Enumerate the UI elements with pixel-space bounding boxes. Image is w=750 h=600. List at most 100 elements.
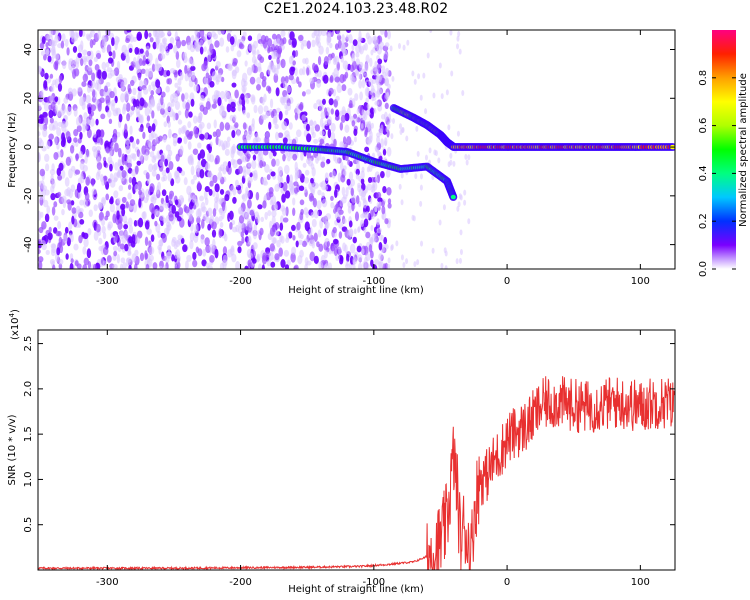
noise-blob <box>222 144 226 151</box>
noise-blob <box>121 196 127 203</box>
noise-blob <box>263 193 268 201</box>
noise-blob <box>203 76 209 85</box>
noise-blob <box>275 158 280 167</box>
noise-blob <box>234 179 239 188</box>
noise-blob <box>424 154 428 161</box>
noise-blob <box>360 170 365 180</box>
noise-blob <box>112 263 118 269</box>
noise-blob <box>97 168 101 177</box>
noise-blob <box>237 240 243 247</box>
noise-blob <box>277 173 282 183</box>
noise-blob <box>165 221 171 228</box>
noise-blob <box>41 221 47 230</box>
noise-blob <box>237 206 244 215</box>
noise-blob <box>70 258 74 264</box>
noise-blob <box>160 53 166 60</box>
noise-blob <box>212 174 218 184</box>
figure-title: C2E1.2024.103.23.48.R02 <box>263 1 449 17</box>
noise-blob <box>79 219 85 225</box>
noise-blob <box>183 177 188 186</box>
noise-blob <box>111 37 115 47</box>
noise-blob <box>184 108 189 119</box>
noise-blob <box>341 186 346 196</box>
noise-blob <box>81 96 86 106</box>
noise-blob <box>449 152 453 159</box>
noise-blob <box>127 192 132 200</box>
noise-blob <box>45 249 50 256</box>
noise-blob <box>177 110 182 116</box>
noise-blob <box>257 66 262 73</box>
noise-blob <box>434 150 438 157</box>
snr-series-line <box>38 376 675 570</box>
noise-blob <box>293 265 298 269</box>
noise-blob <box>192 204 197 210</box>
noise-blob <box>58 259 64 265</box>
noise-blob <box>151 156 157 163</box>
noise-blob <box>273 67 279 76</box>
noise-blob <box>86 50 92 57</box>
noise-blob <box>364 146 370 153</box>
noise-blob <box>264 131 271 139</box>
noise-blob <box>190 35 195 43</box>
noise-blob <box>321 156 326 163</box>
noise-blob <box>330 195 334 201</box>
noise-blob <box>347 205 352 214</box>
noise-blob <box>44 72 49 80</box>
noise-blob <box>117 147 122 158</box>
y-tick-label: 1.5 <box>23 426 34 442</box>
noise-blob <box>355 173 359 180</box>
noise-blob <box>467 154 471 161</box>
noise-blob <box>108 51 113 57</box>
y-tick-label: 0.5 <box>23 517 34 533</box>
noise-blob <box>86 84 91 94</box>
spectrogram-y-label: Frequency (Hz) <box>7 112 18 188</box>
noise-blob <box>166 78 170 85</box>
noise-blob <box>101 46 106 53</box>
noise-blob <box>281 120 287 131</box>
noise-blob <box>40 50 46 56</box>
noise-blob <box>58 162 64 172</box>
noise-blob <box>355 168 360 176</box>
noise-blob <box>326 241 330 248</box>
noise-blob <box>356 245 362 253</box>
noise-blob <box>268 187 274 195</box>
noise-blob <box>445 89 449 96</box>
noise-blob <box>438 62 442 69</box>
noise-blob <box>44 213 50 223</box>
noise-blob <box>74 260 79 267</box>
noise-blob <box>159 160 164 167</box>
noise-blob <box>109 196 114 204</box>
noise-blob <box>238 165 243 174</box>
noise-blob <box>309 195 315 201</box>
noise-blob <box>129 199 136 207</box>
noise-blob <box>284 164 290 175</box>
noise-blob <box>49 258 56 265</box>
noise-blob <box>167 30 172 35</box>
noise-blob <box>86 118 90 125</box>
noise-blob <box>211 190 216 197</box>
noise-blob <box>232 159 238 169</box>
noise-blob <box>137 217 144 228</box>
noise-blob <box>50 248 56 257</box>
noise-blob <box>340 161 344 171</box>
noise-blob <box>363 245 369 256</box>
noise-blob <box>128 225 134 234</box>
noise-blob <box>152 30 158 38</box>
noise-blob <box>250 64 255 73</box>
noise-blob <box>280 259 286 268</box>
noise-blob <box>183 204 187 213</box>
noise-blob <box>207 223 212 231</box>
noise-blob <box>324 263 330 269</box>
noise-blob <box>125 201 129 209</box>
noise-blob <box>46 205 51 214</box>
noise-blob <box>330 131 336 142</box>
noise-blob <box>93 231 99 241</box>
noise-blob <box>38 238 42 245</box>
noise-blob <box>57 83 63 92</box>
noise-blob <box>353 228 357 235</box>
noise-blob <box>328 98 334 106</box>
noise-blob <box>138 127 144 133</box>
noise-blob <box>302 162 307 168</box>
noise-blob <box>387 257 391 264</box>
